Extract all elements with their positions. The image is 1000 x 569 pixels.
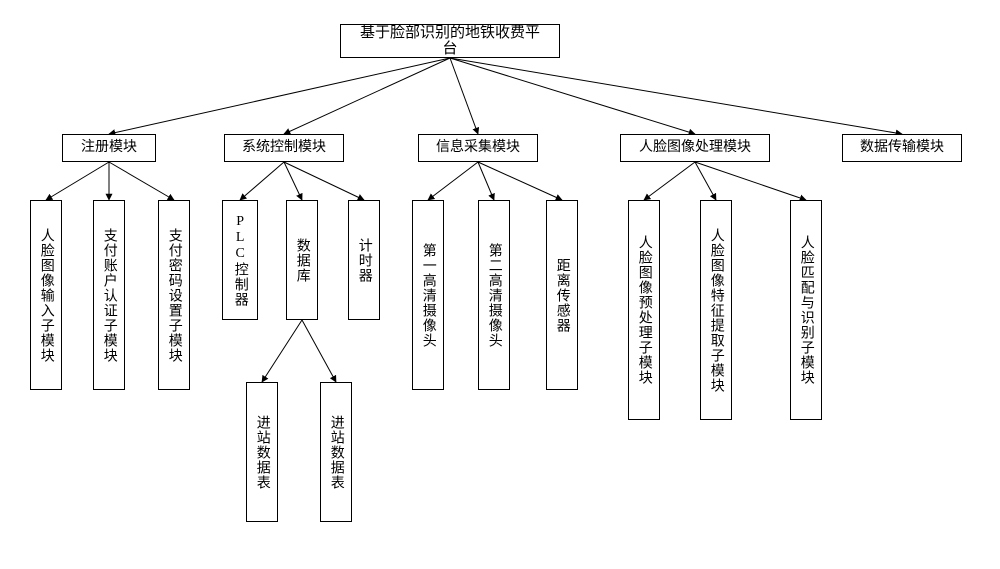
node-label-m2: 系统控制模块 bbox=[242, 140, 326, 155]
node-m4: 人脸图像处理模块 bbox=[620, 134, 770, 162]
diagram-canvas: 基于脸部识别的地铁收费平台注册模块 系统控制模块 信息采集模块 人脸图像处理模块 数据传… bbox=[0, 0, 1000, 569]
edge-root-m2 bbox=[284, 58, 450, 134]
node-label-db1: 进站数据表 bbox=[254, 415, 269, 490]
node-label-m3: 信息采集模块 bbox=[436, 140, 520, 155]
edge-m4-l11 bbox=[695, 162, 716, 200]
node-l7: 第一高清摄像头 bbox=[412, 200, 444, 390]
edge-m4-l10 bbox=[644, 162, 695, 200]
node-label-l5: 数据库 bbox=[294, 238, 309, 283]
edge-m3-l8 bbox=[478, 162, 494, 200]
edge-m1-l1 bbox=[46, 162, 109, 200]
edge-root-m3 bbox=[450, 58, 478, 134]
edge-m3-l7 bbox=[428, 162, 478, 200]
node-label-l7: 第一高清摄像头 bbox=[420, 243, 435, 348]
node-l11: 人脸图像特征提取子模块 bbox=[700, 200, 732, 420]
node-label-l2: 支付账户认证子模块 bbox=[101, 228, 116, 363]
node-l9: 距离传感器 bbox=[546, 200, 578, 390]
node-root: 基于脸部识别的地铁收费平台 bbox=[340, 24, 560, 58]
node-label-l6: 计时器 bbox=[356, 238, 371, 283]
node-label-m5: 数据传输模块 bbox=[860, 140, 944, 155]
node-label-l8: 第二高清摄像头 bbox=[486, 243, 501, 348]
node-label-l1: 人脸图像输入子模块 bbox=[38, 228, 53, 363]
edge-m2-l6 bbox=[284, 162, 364, 200]
node-label-db2: 进站数据表 bbox=[328, 415, 343, 490]
edge-m2-l4 bbox=[240, 162, 284, 200]
node-l10: 人脸图像预处理子模块 bbox=[628, 200, 660, 420]
node-l4: PLC控制器 bbox=[222, 200, 258, 320]
node-l2: 支付账户认证子模块 bbox=[93, 200, 125, 390]
node-l6: 计时器 bbox=[348, 200, 380, 320]
node-l8: 第二高清摄像头 bbox=[478, 200, 510, 390]
node-m3: 信息采集模块 bbox=[418, 134, 538, 162]
edge-m2-l5 bbox=[284, 162, 302, 200]
node-label-l4: PLC控制器 bbox=[232, 214, 247, 307]
edge-l5-db2 bbox=[302, 320, 336, 382]
node-db2: 进站数据表 bbox=[320, 382, 352, 522]
node-l12: 人脸匹配与识别子模块 bbox=[790, 200, 822, 420]
node-label-l12: 人脸匹配与识别子模块 bbox=[798, 235, 813, 385]
node-label-m4: 人脸图像处理模块 bbox=[639, 140, 751, 155]
node-label-l10: 人脸图像预处理子模块 bbox=[636, 235, 651, 385]
edge-root-m4 bbox=[450, 58, 695, 134]
node-label-l3: 支付密码设置子模块 bbox=[166, 228, 181, 363]
edge-m1-l3 bbox=[109, 162, 174, 200]
node-l3: 支付密码设置子模块 bbox=[158, 200, 190, 390]
node-l1: 人脸图像输入子模块 bbox=[30, 200, 62, 390]
node-m1: 注册模块 bbox=[62, 134, 156, 162]
edge-l5-db1 bbox=[262, 320, 302, 382]
node-db1: 进站数据表 bbox=[246, 382, 278, 522]
node-label-m1: 注册模块 bbox=[81, 140, 137, 155]
node-m5: 数据传输模块 bbox=[842, 134, 962, 162]
node-label-l9: 距离传感器 bbox=[554, 258, 569, 333]
node-l5: 数据库 bbox=[286, 200, 318, 320]
node-label-root: 基于脸部识别的地铁收费平台 bbox=[355, 25, 545, 58]
edge-root-m1 bbox=[109, 58, 450, 134]
edge-m4-l12 bbox=[695, 162, 806, 200]
edge-root-m5 bbox=[450, 58, 902, 134]
node-m2: 系统控制模块 bbox=[224, 134, 344, 162]
edge-m3-l9 bbox=[478, 162, 562, 200]
node-label-l11: 人脸图像特征提取子模块 bbox=[708, 228, 723, 393]
